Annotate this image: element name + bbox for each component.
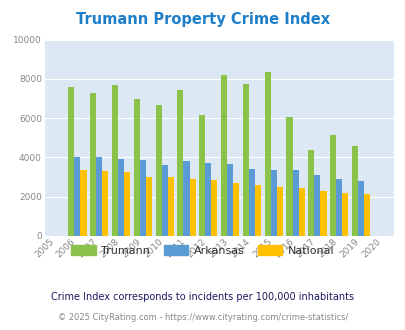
Bar xyxy=(363,194,369,236)
Legend: Trumann, Arkansas, National: Trumann, Arkansas, National xyxy=(67,241,338,260)
Bar xyxy=(276,187,282,236)
Bar xyxy=(189,179,195,236)
Bar xyxy=(264,72,270,236)
Bar xyxy=(286,117,292,236)
Bar xyxy=(124,172,130,236)
Bar xyxy=(335,179,341,236)
Bar xyxy=(357,181,363,236)
Bar xyxy=(254,185,260,236)
Bar xyxy=(90,93,96,236)
Bar xyxy=(351,146,357,236)
Bar xyxy=(155,105,161,236)
Bar xyxy=(329,135,335,236)
Bar xyxy=(74,157,80,236)
Bar xyxy=(161,165,167,236)
Bar xyxy=(242,84,248,236)
Bar xyxy=(205,163,211,236)
Text: Trumann Property Crime Index: Trumann Property Crime Index xyxy=(76,12,329,26)
Bar xyxy=(226,164,232,236)
Bar xyxy=(139,160,145,236)
Bar xyxy=(80,170,86,236)
Bar xyxy=(133,99,139,236)
Bar xyxy=(167,177,173,236)
Text: © 2025 CityRating.com - https://www.cityrating.com/crime-statistics/: © 2025 CityRating.com - https://www.city… xyxy=(58,313,347,322)
Bar xyxy=(211,180,217,236)
Bar xyxy=(145,177,151,236)
Bar xyxy=(292,170,298,236)
Bar xyxy=(112,85,118,236)
Bar xyxy=(96,157,102,236)
Bar xyxy=(232,183,239,236)
Bar xyxy=(177,90,183,236)
Bar xyxy=(307,149,313,236)
Text: Crime Index corresponds to incidents per 100,000 inhabitants: Crime Index corresponds to incidents per… xyxy=(51,292,354,302)
Bar xyxy=(313,175,320,236)
Bar xyxy=(68,87,74,236)
Bar xyxy=(220,75,226,236)
Bar xyxy=(183,161,189,236)
Bar xyxy=(270,170,276,236)
Bar xyxy=(341,193,347,236)
Bar xyxy=(102,171,108,236)
Bar xyxy=(199,115,205,236)
Bar xyxy=(320,191,326,236)
Bar xyxy=(118,159,124,236)
Bar xyxy=(298,188,304,236)
Bar xyxy=(248,169,254,236)
